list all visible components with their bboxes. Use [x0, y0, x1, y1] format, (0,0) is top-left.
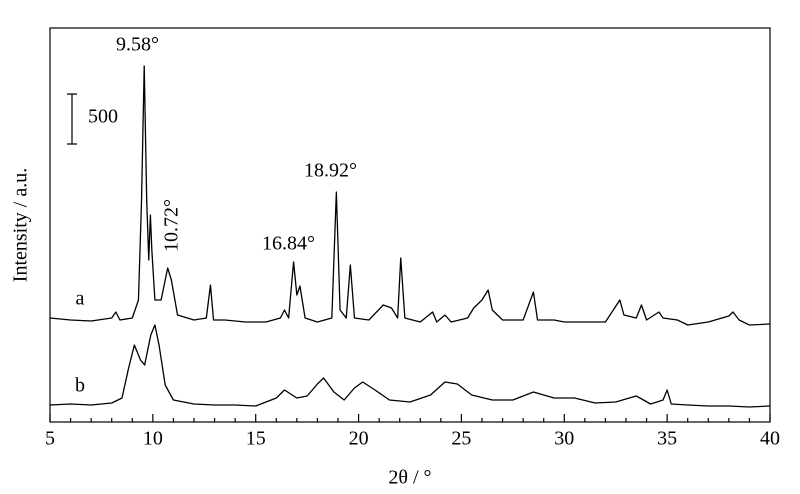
series-label: b — [75, 375, 85, 397]
x-tick-label: 20 — [349, 428, 369, 450]
peak-annotation: 10.72° — [161, 199, 183, 252]
peak-annotation: 9.58° — [116, 34, 159, 56]
x-tick-label: 40 — [760, 428, 780, 450]
series-label: a — [76, 288, 85, 310]
plot-frame — [49, 27, 771, 423]
y-axis-label: Intensity / a.u. — [10, 168, 32, 282]
x-tick-label: 25 — [451, 428, 471, 450]
peak-annotation: 16.84° — [262, 233, 315, 255]
x-tick-label: 5 — [45, 428, 55, 450]
x-axis-label: 2θ / ° — [388, 467, 431, 489]
x-tick-label: 35 — [657, 428, 677, 450]
scale-bar-label: 500 — [88, 106, 118, 128]
scale-bar — [67, 93, 77, 145]
peak-annotation: 18.92° — [304, 160, 357, 182]
x-tick-label: 15 — [246, 428, 266, 450]
x-tick-label: 10 — [143, 428, 163, 450]
x-tick-label: 30 — [554, 428, 574, 450]
pattern-curve — [49, 324, 771, 408]
pattern-curve — [49, 65, 771, 326]
